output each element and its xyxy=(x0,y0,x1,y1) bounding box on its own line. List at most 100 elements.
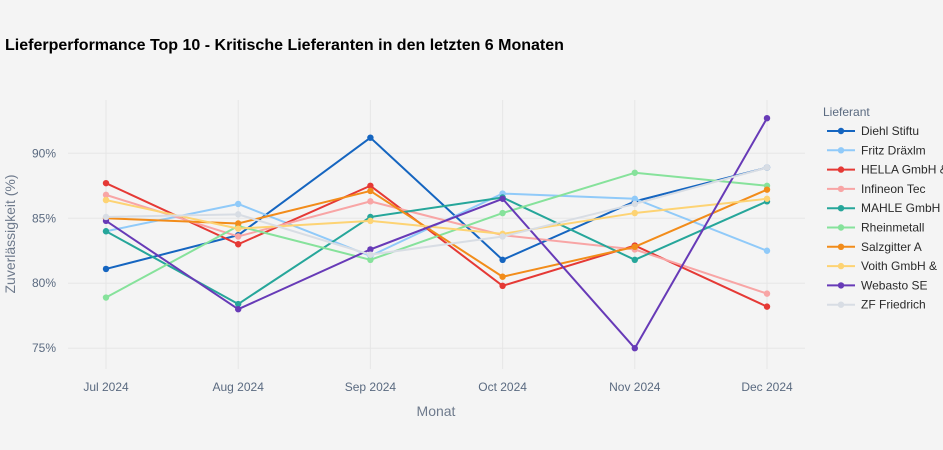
x-tick-label: Oct 2024 xyxy=(478,380,527,394)
series-lines xyxy=(102,114,771,352)
y-tick-label: 75% xyxy=(32,341,56,355)
legend-item[interactable]: Fritz Dräxlm xyxy=(827,143,926,157)
legend-swatch-marker xyxy=(837,282,845,289)
legend-item[interactable]: MAHLE GmbH xyxy=(827,201,940,215)
legend-swatch-marker xyxy=(837,205,845,212)
data-point xyxy=(631,209,638,217)
legend-label: HELLA GmbH & xyxy=(861,163,943,177)
data-point xyxy=(763,195,771,202)
y-axis-title: Zuverlässigkeit (%) xyxy=(2,174,18,293)
x-tick-label: Jul 2024 xyxy=(83,380,129,394)
data-point xyxy=(631,200,638,208)
data-point xyxy=(763,290,771,297)
data-point xyxy=(102,179,110,187)
series-group xyxy=(102,186,771,280)
data-point xyxy=(235,241,242,248)
legend-swatch-marker xyxy=(837,224,845,231)
legend-swatch-marker xyxy=(837,166,845,173)
data-point xyxy=(367,246,374,253)
series-line xyxy=(105,196,768,306)
series-line xyxy=(105,171,768,299)
legend-label: Voith GmbH & xyxy=(861,259,937,273)
data-point xyxy=(631,256,638,264)
legend-item[interactable]: Rheinmetall xyxy=(827,221,924,235)
legend-label: Infineon Tec xyxy=(861,182,926,196)
data-point xyxy=(102,213,110,221)
legend-title: Lieferant xyxy=(823,105,870,119)
legend-label: Diehl Stiftu xyxy=(861,124,919,138)
data-point xyxy=(631,345,638,352)
data-point xyxy=(367,256,374,264)
data-point xyxy=(235,200,242,208)
series-line xyxy=(105,166,768,256)
series-group xyxy=(102,195,771,238)
series-line xyxy=(105,193,768,295)
data-point xyxy=(235,211,242,218)
data-point xyxy=(235,233,242,240)
legend-label: Salzgitter A xyxy=(861,240,922,254)
series-line xyxy=(105,117,768,350)
data-point xyxy=(631,195,638,202)
legend-label: ZF Friedrich xyxy=(861,298,926,312)
data-point xyxy=(763,247,771,254)
data-point xyxy=(367,187,374,195)
series-line xyxy=(105,136,768,270)
legend-swatch-marker xyxy=(837,147,845,154)
data-point xyxy=(499,256,506,264)
legend[interactable]: Lieferant Diehl Stiftu Fritz Dräxlm HELLA … xyxy=(823,105,943,312)
data-point xyxy=(102,196,110,204)
data-point xyxy=(235,300,242,308)
data-point xyxy=(367,134,374,141)
data-point xyxy=(499,233,506,240)
data-point xyxy=(102,191,110,199)
data-point xyxy=(367,251,374,258)
data-point xyxy=(763,303,771,310)
y-tick-label: 90% xyxy=(32,146,56,160)
data-point xyxy=(235,306,242,313)
series-line xyxy=(105,197,768,235)
y-tick-label: 85% xyxy=(32,211,56,225)
x-tick-label: Sep 2024 xyxy=(345,380,397,394)
data-point xyxy=(367,217,374,225)
data-point xyxy=(763,186,771,193)
data-point xyxy=(367,182,374,189)
data-point xyxy=(631,243,638,251)
legend-label: Rheinmetall xyxy=(861,221,924,235)
legend-swatch-marker xyxy=(837,243,845,250)
data-point xyxy=(499,209,506,217)
data-point xyxy=(763,114,771,122)
legend-item[interactable]: Webasto SE xyxy=(827,278,927,292)
legend-item[interactable]: ZF Friedrich xyxy=(827,298,926,312)
data-point xyxy=(499,195,506,202)
legend-swatch-marker xyxy=(837,262,845,270)
y-tick-label: 80% xyxy=(32,276,56,290)
series-line xyxy=(105,188,768,278)
legend-item[interactable]: Infineon Tec xyxy=(827,182,926,196)
series-group xyxy=(102,134,771,273)
legend-item[interactable]: HELLA GmbH & xyxy=(827,163,943,177)
series-group xyxy=(102,164,771,258)
legend-swatch-marker xyxy=(837,185,845,193)
data-point xyxy=(102,265,110,273)
x-tick-label: Nov 2024 xyxy=(609,380,661,394)
data-point xyxy=(499,273,506,280)
x-tick-label: Dec 2024 xyxy=(741,380,793,394)
legend-label: Fritz Dräxlm xyxy=(861,143,926,157)
legend-label: MAHLE GmbH xyxy=(861,201,940,215)
x-tick-label: Aug 2024 xyxy=(213,380,265,394)
data-point xyxy=(102,228,110,235)
chart-title: Lieferperformance Top 10 - Kritische Lie… xyxy=(5,37,564,54)
legend-item[interactable]: Diehl Stiftu xyxy=(827,124,919,138)
legend-item[interactable]: Salzgitter A xyxy=(827,240,922,254)
legend-swatch-marker xyxy=(837,301,845,308)
x-axis-title: Monat xyxy=(417,403,456,419)
data-point xyxy=(499,282,506,290)
data-point xyxy=(235,220,242,227)
data-point xyxy=(763,164,771,171)
legend-label: Webasto SE xyxy=(861,278,927,292)
data-point xyxy=(367,198,374,205)
legend-item[interactable]: Voith GmbH & xyxy=(827,259,937,273)
data-point xyxy=(235,225,242,232)
data-point xyxy=(102,294,110,301)
